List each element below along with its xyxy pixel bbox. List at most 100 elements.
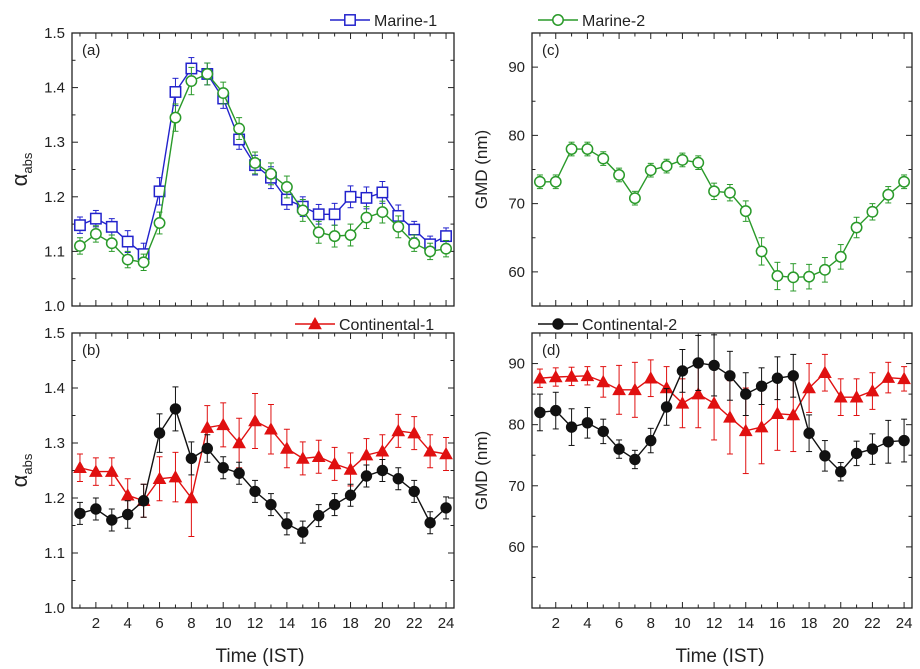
data-point xyxy=(201,442,213,455)
data-point xyxy=(676,365,689,377)
data-point xyxy=(629,453,641,466)
data-point xyxy=(297,526,309,538)
data-point xyxy=(313,509,325,522)
data-point xyxy=(802,380,816,394)
plot-frame xyxy=(531,32,913,307)
data-point xyxy=(787,370,799,382)
data-point xyxy=(264,422,278,435)
data-point xyxy=(312,208,325,221)
x-tick-label: 18 xyxy=(342,615,359,632)
x-tick-label: 4 xyxy=(124,615,132,632)
data-point xyxy=(708,359,720,372)
panel-label: (a) xyxy=(82,42,100,59)
data-point xyxy=(613,169,626,181)
data-point xyxy=(708,185,721,198)
data-point xyxy=(74,219,86,232)
data-point xyxy=(360,211,373,224)
data-point xyxy=(168,470,183,483)
data-point xyxy=(408,237,421,250)
legend-marker xyxy=(552,318,564,330)
data-point xyxy=(803,427,815,439)
series-line xyxy=(539,148,905,279)
data-point xyxy=(232,435,246,449)
y-tick-label: 1.0 xyxy=(44,600,65,617)
x-tick-label: 8 xyxy=(187,615,195,632)
y-tick-label: 1.5 xyxy=(44,25,65,42)
data-point xyxy=(328,498,341,511)
data-point xyxy=(89,227,102,240)
data-point xyxy=(375,444,390,457)
data-point xyxy=(676,153,689,166)
data-point xyxy=(440,242,452,255)
legend-label: Continental-1 xyxy=(339,317,434,334)
data-point xyxy=(803,270,816,283)
series-line xyxy=(79,420,447,502)
data-point xyxy=(833,390,848,403)
x-axis-title-left: Time (IST) xyxy=(215,646,304,667)
data-point xyxy=(376,186,389,199)
x-tick-label: 12 xyxy=(247,615,264,632)
plot-frame xyxy=(531,332,913,609)
x-tick-label: 20 xyxy=(374,615,391,632)
data-point xyxy=(280,441,294,454)
data-point xyxy=(754,420,769,433)
data-point xyxy=(121,253,134,266)
data-point xyxy=(440,502,452,514)
data-point xyxy=(660,160,673,173)
data-point xyxy=(534,406,546,419)
data-point xyxy=(312,226,325,239)
data-point xyxy=(376,206,389,219)
data-point xyxy=(73,460,87,474)
data-point xyxy=(120,488,135,501)
data-point xyxy=(865,384,880,397)
data-point xyxy=(295,451,310,464)
data-point xyxy=(581,143,594,155)
data-point xyxy=(89,212,102,225)
x-tick-label: 14 xyxy=(279,615,296,632)
data-point xyxy=(392,473,404,485)
y-tick-label: 1.2 xyxy=(44,189,65,206)
y-tick-label: 90 xyxy=(508,356,525,373)
y-tick-label: 1.4 xyxy=(44,80,65,97)
data-point xyxy=(738,423,753,437)
data-point xyxy=(612,382,626,396)
x-tick-label: 2 xyxy=(92,615,100,632)
data-point xyxy=(440,230,452,243)
data-point xyxy=(89,464,103,477)
y-tick-label: 1.5 xyxy=(44,325,65,342)
data-point xyxy=(74,239,86,252)
series-line xyxy=(79,73,447,264)
data-point xyxy=(153,217,166,229)
data-point xyxy=(882,188,895,201)
y-tick-label: 1.0 xyxy=(44,298,65,315)
data-point xyxy=(835,466,847,478)
data-point xyxy=(644,164,657,177)
data-point xyxy=(660,401,673,413)
data-point xyxy=(787,271,800,284)
data-point xyxy=(723,186,736,199)
data-point xyxy=(152,471,167,485)
data-point xyxy=(740,388,752,400)
data-point xyxy=(153,427,166,439)
x-tick-label: 24 xyxy=(896,615,913,632)
data-point xyxy=(882,436,894,448)
x-tick-label: 4 xyxy=(583,615,591,632)
data-point xyxy=(233,467,245,479)
data-point xyxy=(550,404,562,417)
data-point xyxy=(169,86,182,98)
data-point xyxy=(724,370,736,382)
y-tick-label: 70 xyxy=(508,196,525,213)
data-point xyxy=(265,167,277,180)
y-tick-label: 1.3 xyxy=(44,435,65,452)
data-point xyxy=(849,390,864,403)
data-point xyxy=(104,464,119,477)
data-point xyxy=(408,223,421,236)
data-point xyxy=(391,423,406,437)
data-point xyxy=(74,507,86,520)
data-point xyxy=(597,425,609,438)
x-tick-label: 20 xyxy=(832,615,849,632)
y-axis-label-subscript: abs xyxy=(20,152,35,173)
data-point xyxy=(850,221,863,234)
y-tick-label: 70 xyxy=(508,478,525,495)
data-point xyxy=(359,448,374,461)
